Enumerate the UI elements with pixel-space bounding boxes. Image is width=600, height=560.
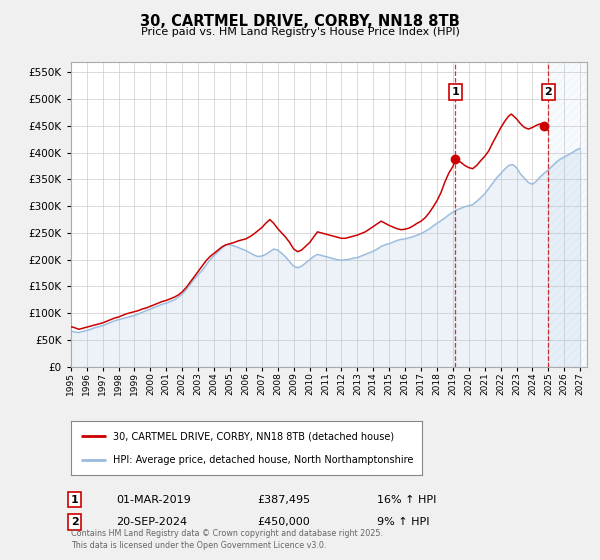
Text: 1: 1 <box>71 494 79 505</box>
Text: Price paid vs. HM Land Registry's House Price Index (HPI): Price paid vs. HM Land Registry's House … <box>140 27 460 37</box>
Text: 16% ↑ HPI: 16% ↑ HPI <box>377 494 436 505</box>
Text: 01-MAR-2019: 01-MAR-2019 <box>116 494 191 505</box>
Text: £387,495: £387,495 <box>257 494 310 505</box>
Bar <box>548 62 587 367</box>
Text: 30, CARTMEL DRIVE, CORBY, NN18 8TB (detached house): 30, CARTMEL DRIVE, CORBY, NN18 8TB (deta… <box>113 431 394 441</box>
Text: 30, CARTMEL DRIVE, CORBY, NN18 8TB: 30, CARTMEL DRIVE, CORBY, NN18 8TB <box>140 14 460 29</box>
Text: 2: 2 <box>545 87 552 97</box>
Text: 2: 2 <box>71 517 79 527</box>
Text: 1: 1 <box>452 87 460 97</box>
Text: 20-SEP-2024: 20-SEP-2024 <box>116 517 187 527</box>
Text: 9% ↑ HPI: 9% ↑ HPI <box>377 517 430 527</box>
Text: £450,000: £450,000 <box>257 517 310 527</box>
Text: Contains HM Land Registry data © Crown copyright and database right 2025.
This d: Contains HM Land Registry data © Crown c… <box>71 529 383 550</box>
Text: HPI: Average price, detached house, North Northamptonshire: HPI: Average price, detached house, Nort… <box>113 455 413 465</box>
